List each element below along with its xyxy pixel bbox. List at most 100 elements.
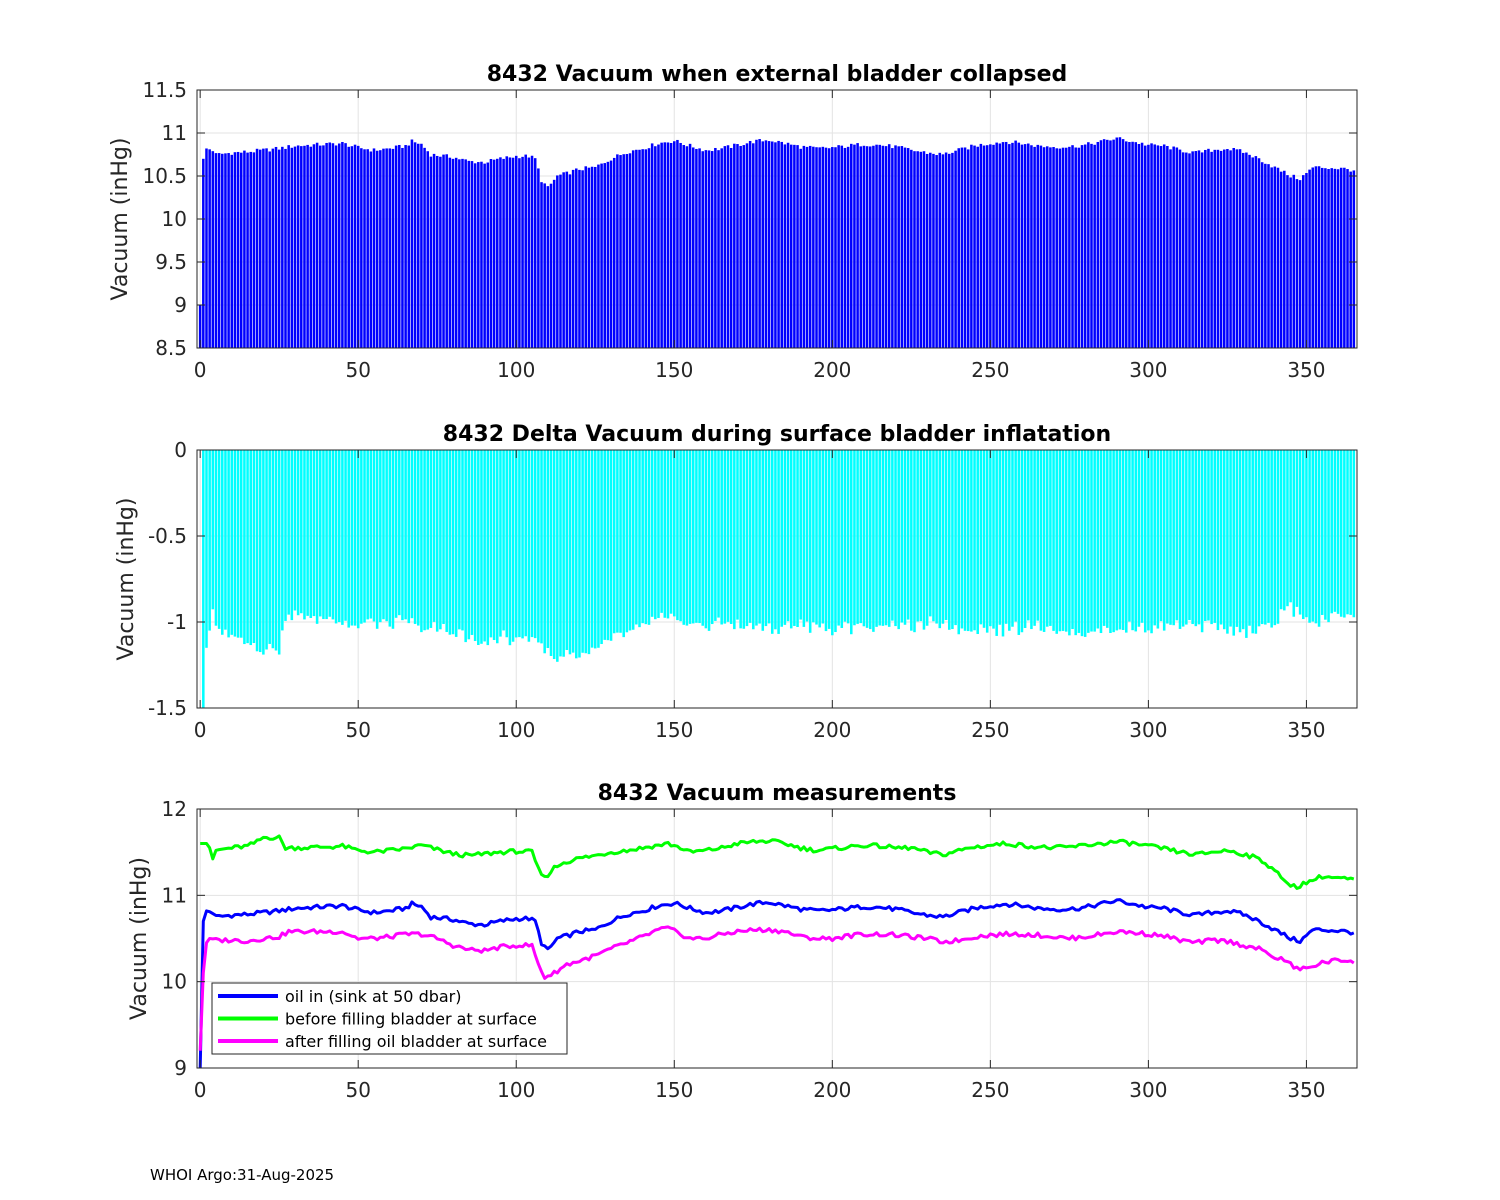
bar — [296, 450, 300, 616]
bar — [887, 144, 891, 348]
bar — [774, 450, 777, 630]
bar — [319, 145, 322, 348]
bar — [691, 450, 695, 624]
bar — [834, 147, 837, 348]
bar — [1042, 450, 1046, 632]
bar — [1245, 450, 1248, 638]
bar — [673, 141, 676, 348]
bar — [894, 145, 897, 348]
bar — [941, 154, 945, 348]
bar — [1181, 450, 1185, 627]
bar — [1279, 450, 1283, 610]
bar — [600, 450, 603, 645]
bar — [1118, 450, 1122, 630]
panel-1: 0 50 100 150 200 250 300 350 8.5 9 9.5 10 10.5 11 11.5… — [108, 62, 1358, 382]
bar — [265, 148, 268, 348]
bar — [1302, 175, 1305, 348]
bar — [1333, 168, 1337, 348]
bar — [1197, 150, 1201, 348]
bar — [1162, 144, 1166, 348]
bar — [631, 450, 635, 630]
bar — [1017, 142, 1021, 348]
bar — [1027, 143, 1030, 348]
bar — [862, 145, 866, 348]
bar — [733, 143, 736, 348]
bar — [973, 145, 976, 348]
bar — [1235, 450, 1239, 627]
bar — [239, 152, 243, 348]
bar — [935, 450, 938, 624]
bar — [211, 450, 215, 610]
bar — [685, 146, 689, 348]
bar — [1125, 141, 1128, 348]
bar — [739, 145, 742, 348]
bar — [827, 148, 831, 348]
bar — [331, 450, 335, 620]
bar — [868, 146, 872, 348]
bar — [1222, 450, 1226, 630]
bar — [1346, 169, 1349, 348]
bar — [1001, 142, 1005, 348]
bar — [616, 154, 619, 348]
bar — [236, 450, 240, 638]
bar — [277, 149, 281, 348]
x-tick-label: 300 — [1129, 718, 1167, 742]
bar — [1238, 450, 1242, 633]
bar — [1033, 450, 1036, 626]
x-tick-label: 200 — [813, 718, 851, 742]
bar — [1324, 450, 1327, 620]
bar — [458, 450, 461, 630]
bar — [584, 166, 588, 348]
bar — [761, 141, 765, 348]
bar — [1030, 450, 1033, 630]
bar — [303, 450, 306, 620]
bar — [992, 450, 995, 629]
bar — [941, 450, 945, 624]
bar — [1147, 144, 1150, 348]
bar — [1109, 140, 1112, 348]
bar — [742, 450, 746, 629]
bar — [353, 144, 357, 348]
bar — [1106, 139, 1109, 348]
bar — [616, 450, 619, 633]
bar — [1093, 144, 1096, 348]
bar — [1150, 143, 1153, 348]
x-tick-label: 250 — [971, 718, 1009, 742]
bar — [622, 154, 625, 348]
bar — [1257, 158, 1261, 348]
bar — [891, 450, 894, 621]
bar — [786, 142, 790, 348]
bar — [1061, 147, 1065, 348]
bar — [214, 153, 218, 348]
bar — [448, 450, 452, 635]
bar — [777, 140, 780, 348]
bar — [947, 450, 951, 630]
bar — [1004, 450, 1008, 624]
bar — [379, 150, 382, 348]
bar — [1004, 141, 1008, 348]
y-tick-label: 9 — [174, 1056, 187, 1080]
bar — [552, 450, 556, 660]
bar — [1349, 171, 1352, 348]
y-tick-label: 12 — [162, 797, 187, 821]
x-tick-label: 0 — [194, 1078, 207, 1102]
bar — [966, 149, 970, 348]
bar — [628, 153, 632, 348]
bar — [865, 146, 869, 348]
bar — [1188, 450, 1191, 621]
axes-frame — [196, 808, 1358, 1069]
bar — [1068, 146, 1071, 348]
bar — [906, 450, 910, 620]
bar — [1169, 149, 1172, 348]
bar — [1159, 146, 1163, 348]
bar — [998, 450, 1002, 625]
bar — [821, 146, 825, 348]
bar — [821, 450, 825, 624]
bar — [676, 450, 679, 621]
bar — [625, 154, 629, 348]
bar — [1273, 450, 1277, 626]
bar — [733, 450, 736, 630]
bar — [486, 162, 490, 348]
bar — [1014, 140, 1017, 348]
bar — [334, 450, 338, 624]
